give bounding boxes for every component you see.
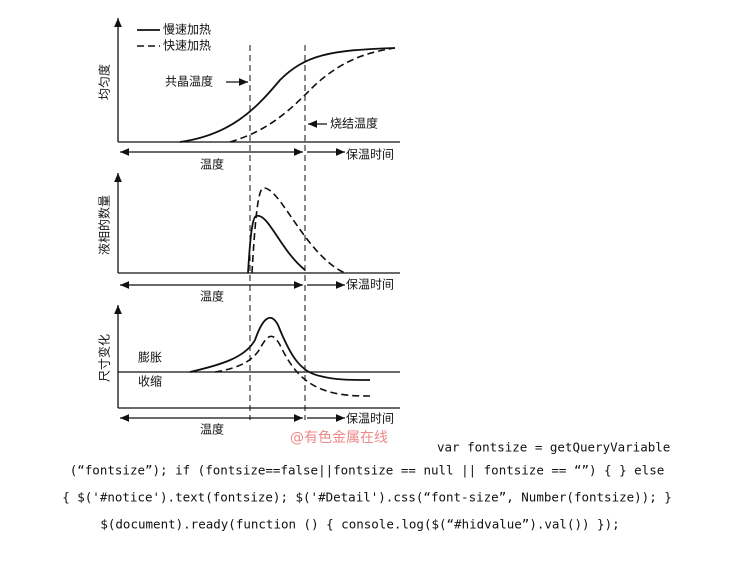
y-label: 均匀度 [97, 64, 112, 100]
annotation: 收缩 [138, 374, 162, 389]
slow-heating-curve [179, 47, 396, 143]
x-label: 温度 [200, 289, 224, 304]
panel-liquid: 温度 保温时间 液相的数量 [97, 173, 400, 304]
fast-heating-curve [251, 187, 346, 274]
annotation: 烧结温度 [330, 116, 378, 131]
time-label: 保温时间 [346, 412, 394, 426]
legend-label: 慢速加热 [163, 23, 211, 37]
time-label: 保温时间 [346, 148, 394, 162]
code-line: { $('#notice').text(fontsize); $('#Detai… [62, 490, 672, 505]
annotation: 膨胀 [138, 351, 162, 365]
code-line: var fontsize = getQueryVariable [437, 440, 670, 455]
fast-heating-curve [229, 47, 396, 143]
panel-size: 膨胀 收缩 温度 保温时间 尺寸变化 [97, 305, 400, 437]
fast-heating-curve [214, 335, 371, 397]
code-line: (“fontsize”); if (fontsize==false||fonts… [70, 463, 665, 478]
x-label: 温度 [200, 157, 224, 172]
legend-label: 快速加热 [163, 39, 211, 53]
x-label: 温度 [200, 422, 224, 437]
annotation: 共晶温度 [165, 74, 213, 89]
panel-uniformity: 慢速加热 快速加热 共晶温度 烧结温度 温度 保温时间 均匀度 [97, 18, 400, 172]
y-label: 液相的数量 [97, 195, 112, 255]
code-line: $(document).ready(function () { console.… [100, 517, 619, 532]
slow-heating-curve [189, 316, 371, 381]
y-label: 尺寸变化 [97, 334, 112, 382]
time-label: 保温时间 [346, 278, 394, 292]
watermark: @有色金属在线 [290, 429, 388, 446]
